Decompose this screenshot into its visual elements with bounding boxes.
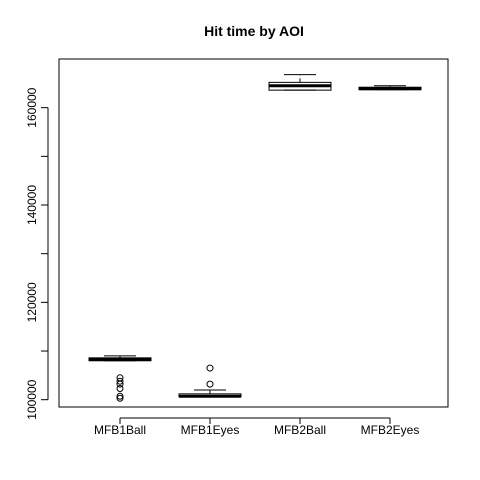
boxes-layer [88,74,422,402]
outlier-point [116,380,124,388]
y-axis: 100000 120000 140000 160000 [25,87,49,420]
x-tick-label: MFB2Ball [274,423,326,437]
outlier-point [206,364,214,372]
box-group-mfb1ball [88,355,152,402]
outlier-point [116,377,124,385]
y-tick-label: 160000 [25,87,39,127]
outlier-point [116,392,124,400]
plot-frame [58,58,449,408]
y-tick-label: 100000 [25,379,39,419]
x-tick-label: MFB1Ball [94,423,146,437]
box-group-mfb1eyes [178,364,242,398]
x-tick-label: MFB1Eyes [181,423,240,437]
outlier-point [116,394,124,402]
y-tick-label: 140000 [25,185,39,225]
x-tick-label: MFB2Eyes [361,423,420,437]
box-group-mfb2eyes [358,85,422,91]
x-axis: MFB1Ball MFB1Eyes MFB2Ball MFB2Eyes [94,417,420,437]
y-tick-label: 120000 [25,282,39,322]
box-group-mfb2ball [268,74,332,91]
outlier-point [206,380,214,388]
chart-title: Hit time by AOI [204,23,304,39]
outlier-point [116,385,124,393]
